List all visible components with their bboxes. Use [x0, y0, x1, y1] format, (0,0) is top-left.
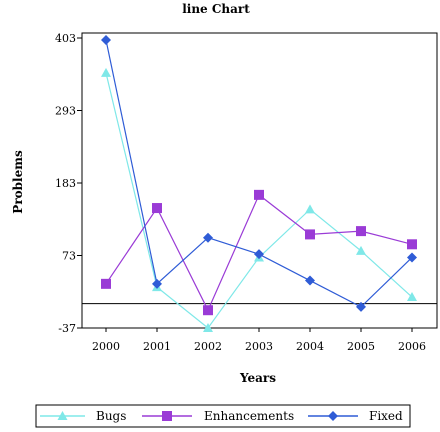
- y-tick-label: 73: [62, 250, 76, 263]
- data-point-fixed: [254, 249, 264, 260]
- data-point-fixed: [305, 275, 315, 286]
- data-point-bugs: [356, 245, 366, 255]
- x-tick-label: 2002: [194, 340, 222, 353]
- plot-frame: [81, 32, 438, 329]
- series-enhancements: [101, 189, 417, 316]
- data-point-enhancements: [254, 189, 264, 200]
- data-point-fixed: [152, 278, 162, 289]
- data-point-enhancements: [101, 278, 111, 289]
- x-tick-label: 2000: [92, 340, 120, 353]
- y-tick-label: 183: [55, 177, 76, 190]
- data-point-enhancements: [305, 229, 315, 240]
- x-tick-label: 2005: [347, 340, 375, 353]
- x-tick-label: 2004: [296, 340, 324, 353]
- series-fixed: [101, 34, 417, 312]
- x-tick-label: 2001: [143, 340, 171, 353]
- legend-label-enhancements: Enhancements: [204, 409, 294, 423]
- data-point-bugs: [407, 292, 417, 302]
- legend: Bugs Enhancements Fixed: [35, 404, 411, 428]
- legend-marker-fixed: [328, 411, 338, 421]
- series-layer: [101, 34, 417, 332]
- data-point-enhancements: [407, 239, 417, 250]
- legend-label-fixed: Fixed: [369, 409, 403, 423]
- y-tick-label: 293: [55, 105, 76, 118]
- x-axis-title: Years: [239, 371, 276, 385]
- data-point-fixed: [101, 34, 111, 45]
- y-tick-label: 403: [55, 32, 76, 45]
- x-axis-ticks: 2000 2001 2002 2003 2004 2005 2006: [92, 328, 426, 353]
- y-axis-ticks: -37 73 183 293 403: [55, 32, 82, 335]
- chart-title: line Chart: [182, 2, 250, 16]
- y-axis-title: Problems: [11, 150, 25, 214]
- data-point-enhancements: [356, 226, 366, 237]
- data-point-fixed: [407, 252, 417, 263]
- legend-marker-enhancements: [162, 411, 172, 421]
- data-point-bugs: [305, 204, 315, 214]
- y-tick-label: -37: [58, 322, 76, 335]
- data-point-bugs: [203, 323, 213, 332]
- x-tick-label: 2006: [398, 340, 426, 353]
- data-point-fixed: [203, 232, 213, 243]
- legend-frame: [35, 404, 411, 428]
- x-tick-label: 2003: [245, 340, 273, 353]
- data-point-enhancements: [203, 305, 213, 316]
- plot-area: [81, 32, 438, 329]
- legend-marker-bugs: [57, 411, 68, 420]
- data-point-enhancements: [152, 203, 162, 214]
- data-point-fixed: [356, 301, 366, 312]
- data-point-bugs: [101, 67, 111, 77]
- legend-label-bugs: Bugs: [96, 409, 126, 423]
